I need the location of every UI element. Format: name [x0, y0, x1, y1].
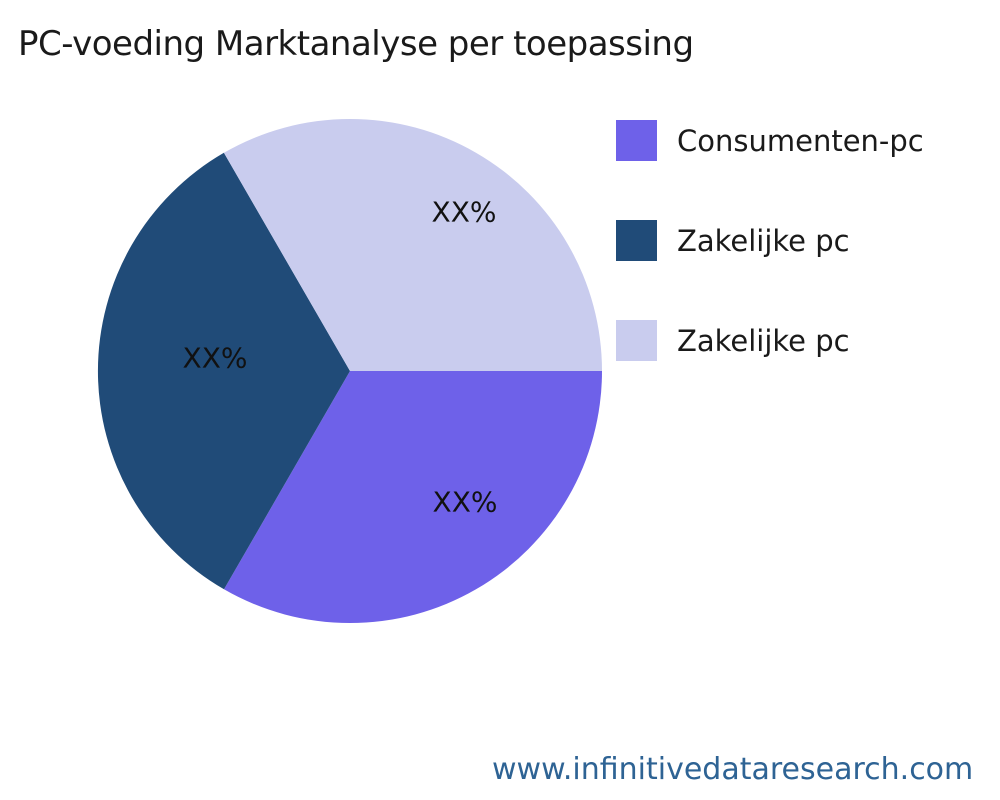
- website-link[interactable]: www.infinitivedataresearch.com: [492, 752, 974, 787]
- pie-slice-value-label-2: XX%: [432, 196, 497, 229]
- legend-item-consumenten-pc: Consumenten-pc: [616, 120, 924, 161]
- legend-swatch: [616, 320, 657, 361]
- pie-slice-0: [224, 371, 602, 624]
- chart-title: PC-voeding Marktanalyse per toepassing: [18, 24, 694, 64]
- legend-label: Zakelijke pc: [677, 323, 850, 358]
- legend-swatch: [616, 220, 657, 261]
- legend-label: Consumenten-pc: [677, 123, 924, 158]
- legend-item-zakelijke-pc-1: Zakelijke pc: [616, 220, 924, 261]
- legend: Consumenten-pc Zakelijke pc Zakelijke pc: [616, 120, 924, 420]
- legend-swatch: [616, 120, 657, 161]
- legend-item-zakelijke-pc-2: Zakelijke pc: [616, 320, 924, 361]
- pie-slice-2: [223, 118, 602, 372]
- pie-slice-value-label-0: XX%: [433, 486, 498, 519]
- pie-slice-value-label-1: XX%: [183, 342, 248, 375]
- pie-slice-1: [97, 152, 350, 590]
- legend-label: Zakelijke pc: [677, 223, 850, 258]
